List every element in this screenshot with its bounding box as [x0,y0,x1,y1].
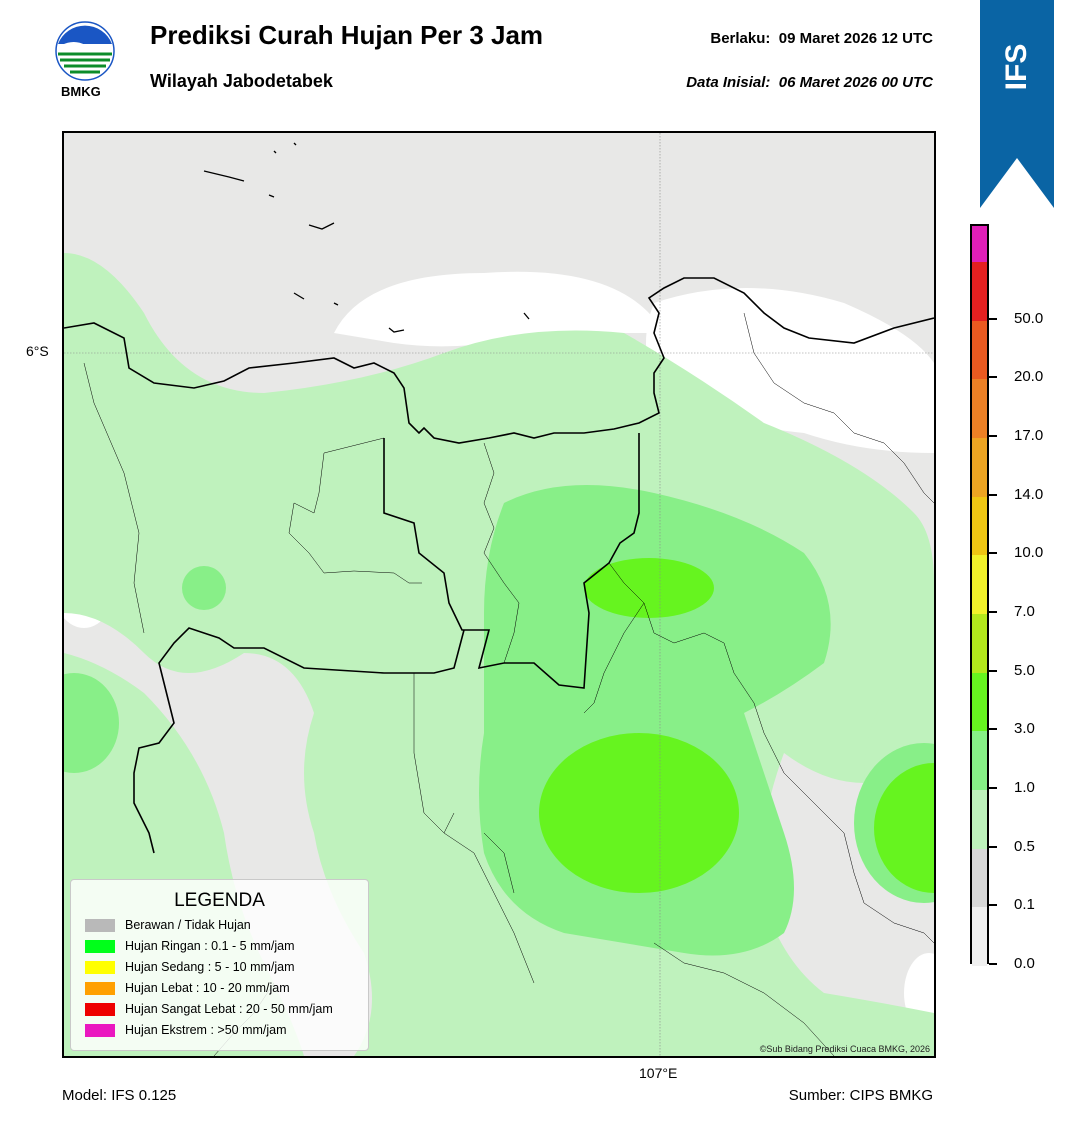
colorbar-tick [989,376,997,379]
init-time: Data Inisial: 06 Maret 2026 00 UTC [686,74,933,91]
colorbar-tick-label: 0.1 [1014,896,1035,914]
colorbar-segment [972,438,987,497]
model-note: Model: IFS 0.125 [62,1087,177,1104]
district-boundaries [83,312,934,1056]
colorbar-tick-label: 5.0 [1014,661,1035,679]
colorbar-tick [989,317,997,320]
colorbar-segment [972,790,987,849]
thousand-islands [203,142,530,333]
rain-heavy-east [874,763,934,893]
colorbar-segment [972,848,987,908]
legend-label: Hujan Ekstrem : >50 mm/jam [125,1023,287,1037]
province-boundary [133,433,640,854]
colorbar [970,224,989,966]
colorbar-tick [989,904,997,907]
colorbar-tick [989,845,997,848]
colorbar-tick-label: 1.0 [1014,779,1035,796]
colorbar-tick-label: 3.0 [1014,720,1035,738]
colorbar-tick [989,435,997,437]
legend-item: Hujan Lebat : 10 - 20 mm/jam [85,981,290,997]
legend-item: Hujan Sangat Lebat : 20 - 50 mm/jam [85,1002,333,1018]
page-title: Prediksi Curah Hujan Per 3 Jam [150,20,544,50]
source-note: Sumber: CIPS BMKG [788,1087,933,1104]
logo-text: BMKG [61,84,101,99]
colorbar-segment [972,555,987,614]
colorbar-tick-label: 7.0 [1014,603,1035,620]
legend-swatch [85,982,115,996]
legend-swatch [85,1024,115,1038]
legend-label: Hujan Sangat Lebat : 20 - 50 mm/jam [125,1002,333,1016]
colorbar-tick [989,552,997,555]
copyright-note: ©Sub Bidang Prediksi Cuaca BMKG, 2026 [759,1044,930,1054]
valid-time-label: Berlaku: [710,30,771,47]
rainfall-map: LEGENDA Berawan / Tidak Hujan Hujan Ring… [62,131,936,1058]
legend-item: Berawan / Tidak Hujan [85,918,251,934]
init-time-value: 06 Maret 2026 00 UTC [778,74,933,91]
legend-swatch [85,961,115,975]
legend-item: Hujan Ringan : 0.1 - 5 mm/jam [85,939,295,955]
colorbar-segment [972,672,987,732]
dry-area-north [334,271,664,347]
bmkg-logo [54,20,116,82]
ribbon-shape [980,0,1054,208]
colorbar-tick [989,963,997,965]
map-legend: LEGENDA Berawan / Tidak Hujan Hujan Ring… [70,879,369,1051]
legend-swatch [85,1003,115,1017]
colorbar-tick-label: 0.5 [1014,837,1035,855]
init-time-label: Data Inisial: [686,74,771,91]
colorbar-segment [972,496,987,556]
valid-time: Berlaku: 09 Maret 2026 12 UTC [710,30,933,47]
colorbar-segment [972,320,987,380]
legend-item: Hujan Sedang : 5 - 10 mm/jam [85,960,295,976]
colorbar-tick [989,669,997,672]
colorbar-tick-label: 20.0 [1014,368,1044,386]
valid-time-value: 09 Maret 2026 12 UTC [778,30,933,47]
colorbar-tick-label: 0.0 [1014,955,1035,972]
legend-label: Hujan Ringan : 0.1 - 5 mm/jam [125,939,295,953]
colorbar-tick [989,728,997,731]
coastline [64,277,934,444]
colorbar-segment [972,731,987,790]
rain-mod-west [182,566,226,610]
model-ribbon [980,0,1054,210]
legend-label: Hujan Lebat : 10 - 20 mm/jam [125,981,290,995]
colorbar-tick [989,787,997,789]
colorbar-tick-label: 50.0 [1014,309,1044,327]
rain-mod-farwest [64,673,119,773]
rainfall-map-canvas [64,133,934,1056]
legend-label: Berawan / Tidak Hujan [125,918,251,932]
model-ribbon-label: IFS [1000,43,1033,91]
legend-item: Hujan Ekstrem : >50 mm/jam [85,1023,287,1039]
longitude-label: 107°E [639,1065,678,1081]
colorbar-tick [989,611,997,613]
legend-swatch [85,919,115,933]
page-subtitle: Wilayah Jabodetabek [150,71,333,91]
colorbar-segment [972,907,987,966]
bmkg-logo-icon [55,21,115,81]
colorbar-segment [972,379,987,438]
colorbar-segment [972,262,987,321]
rain-heavy-center [539,733,739,893]
colorbar-tick-label: 10.0 [1014,544,1044,562]
colorbar-segment [972,614,987,673]
legend-title: LEGENDA [174,890,265,911]
colorbar-segment [972,226,987,262]
colorbar-tick-label: 17.0 [1014,427,1044,444]
latitude-label: 6°S [26,343,49,359]
legend-swatch [85,940,115,954]
colorbar-tick [989,493,997,496]
legend-label: Hujan Sedang : 5 - 10 mm/jam [125,960,295,974]
colorbar-tick-label: 14.0 [1014,485,1044,503]
